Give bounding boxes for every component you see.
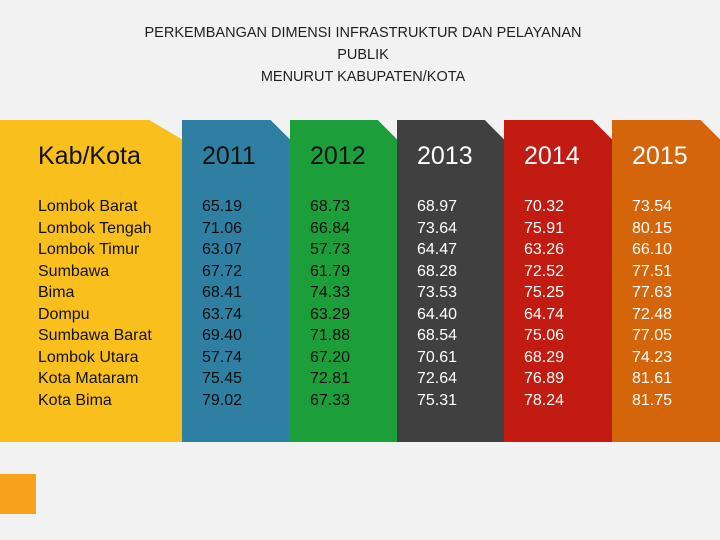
value-cell-2015: 73.54 — [632, 198, 673, 215]
value-cell-2011: 67.72 — [202, 262, 243, 280]
value-cell-2015: 72.48 — [632, 305, 673, 323]
value-cell-2014: 63.26 — [524, 241, 565, 258]
value-cell-2015: 66.10 — [632, 241, 673, 258]
value-cell-2011: 63.74 — [202, 305, 243, 323]
kabkota-list: Lombok Barat Lombok Tengah Lombok Timur Sum… — [38, 196, 152, 411]
value-cell-2015: 80.15 — [632, 219, 673, 237]
decorative-square — [0, 474, 36, 514]
value-cell-2013: 68.54 — [417, 327, 458, 344]
title-line-2: PUBLIK — [337, 47, 389, 63]
value-cell-2012: 67.20 — [310, 348, 351, 366]
kabkota-cell: Bima — [38, 284, 75, 301]
values-2012: 68.73 66.84 57.73 61.79 74.33 63.29 71.88 67.20… — [310, 196, 350, 411]
year-column-2015: 2015 73.54 80.15 66.10 77.51 77.63 72.48 77.05… — [612, 120, 720, 442]
value-cell-2012: 66.84 — [310, 219, 351, 237]
values-2015: 73.54 80.15 66.10 77.51 77.63 72.48 77.05 74.23… — [632, 196, 672, 411]
year-column-2014: 2014 70.32 75.91 63.26 72.52 75.25 64.74 75.06… — [504, 120, 612, 442]
value-cell-2011: 65.19 — [202, 198, 243, 215]
value-cell-2011: 57.74 — [202, 348, 243, 366]
value-cell-2012: 72.81 — [310, 370, 351, 387]
value-cell-2014: 72.52 — [524, 262, 565, 280]
value-cell-2014: 75.06 — [524, 327, 565, 344]
value-cell-2011: 69.40 — [202, 327, 243, 344]
year-column-2012: 2012 68.73 66.84 57.73 61.79 74.33 63.29 71.88… — [290, 120, 397, 442]
value-cell-2011: 79.02 — [202, 391, 243, 409]
value-cell-2015: 74.23 — [632, 348, 673, 366]
value-cell-2012: 74.33 — [310, 284, 351, 301]
title-line-3: MENURUT KABUPATEN/KOTA — [260, 69, 466, 85]
kabkota-cell: Kota Mataram — [38, 370, 139, 387]
value-cell-2012: 67.33 — [310, 391, 351, 409]
value-cell-2013: 68.28 — [417, 262, 458, 280]
kabkota-cell: Lombok Utara — [38, 348, 139, 366]
value-cell-2014: 68.29 — [524, 348, 565, 366]
kabkota-cell: Dompu — [38, 305, 90, 323]
kabkota-cell: Kota Bima — [38, 391, 112, 409]
values-2011: 65.19 71.06 63.07 67.72 68.41 63.74 69.40 57.74… — [202, 196, 242, 411]
value-cell-2012: 63.29 — [310, 305, 351, 323]
year-header-2015: 2015 — [632, 142, 688, 170]
kabkota-cell: Lombok Barat — [38, 198, 138, 215]
kabkota-cell: Sumbawa Barat — [38, 327, 152, 344]
value-cell-2012: 57.73 — [310, 241, 351, 258]
value-cell-2013: 64.40 — [417, 305, 458, 323]
value-cell-2013: 68.97 — [417, 198, 458, 215]
value-cell-2014: 76.89 — [524, 370, 565, 387]
kabkota-cell: Lombok Timur — [38, 241, 140, 258]
year-header-2011: 2011 — [202, 142, 256, 170]
value-cell-2013: 70.61 — [417, 348, 458, 366]
value-cell-2014: 70.32 — [524, 198, 565, 215]
value-cell-2013: 72.64 — [417, 370, 458, 387]
year-column-2011: 2011 65.19 71.06 63.07 67.72 68.41 63.74 69.40… — [182, 120, 290, 442]
kabkota-column: Kab/Kota Lombok Barat Lombok Tengah Lombok… — [0, 120, 182, 442]
year-column-2013: 2013 68.97 73.64 64.47 68.28 73.53 64.40 68.54… — [397, 120, 504, 442]
value-cell-2014: 75.91 — [524, 219, 565, 237]
value-cell-2014: 75.25 — [524, 284, 565, 301]
value-cell-2014: 78.24 — [524, 391, 565, 409]
value-cell-2013: 75.31 — [417, 391, 458, 409]
value-cell-2012: 68.73 — [310, 198, 351, 215]
value-cell-2014: 64.74 — [524, 305, 565, 323]
value-cell-2015: 81.61 — [632, 370, 673, 387]
value-cell-2013: 73.53 — [417, 284, 458, 301]
value-cell-2012: 61.79 — [310, 262, 351, 280]
title-line-1: PERKEMBANGAN DIMENSI INFRASTRUKTUR DAN P… — [144, 25, 582, 41]
value-cell-2013: 64.47 — [417, 241, 458, 258]
value-cell-2015: 77.63 — [632, 284, 673, 301]
chart-title: PERKEMBANGAN DIMENSI INFRASTRUKTUR DAN P… — [0, 22, 720, 88]
value-cell-2011: 68.41 — [202, 284, 243, 301]
value-cell-2012: 71.88 — [310, 327, 351, 344]
kabkota-header: Kab/Kota — [38, 142, 141, 170]
value-cell-2015: 81.75 — [632, 391, 673, 409]
value-cell-2011: 75.45 — [202, 370, 243, 387]
year-header-2014: 2014 — [524, 142, 580, 170]
kabkota-cell: Sumbawa — [38, 262, 110, 280]
kabkota-cell: Lombok Tengah — [38, 219, 152, 237]
year-header-2012: 2012 — [310, 142, 366, 170]
values-2014: 70.32 75.91 63.26 72.52 75.25 64.74 75.06 68.29… — [524, 196, 564, 411]
value-cell-2011: 71.06 — [202, 219, 243, 237]
value-cell-2013: 73.64 — [417, 219, 458, 237]
value-cell-2015: 77.51 — [632, 262, 673, 280]
year-header-2013: 2013 — [417, 142, 473, 170]
value-cell-2011: 63.07 — [202, 241, 243, 258]
value-cell-2015: 77.05 — [632, 327, 673, 344]
values-2013: 68.97 73.64 64.47 68.28 73.53 64.40 68.54 70.61… — [417, 196, 457, 411]
